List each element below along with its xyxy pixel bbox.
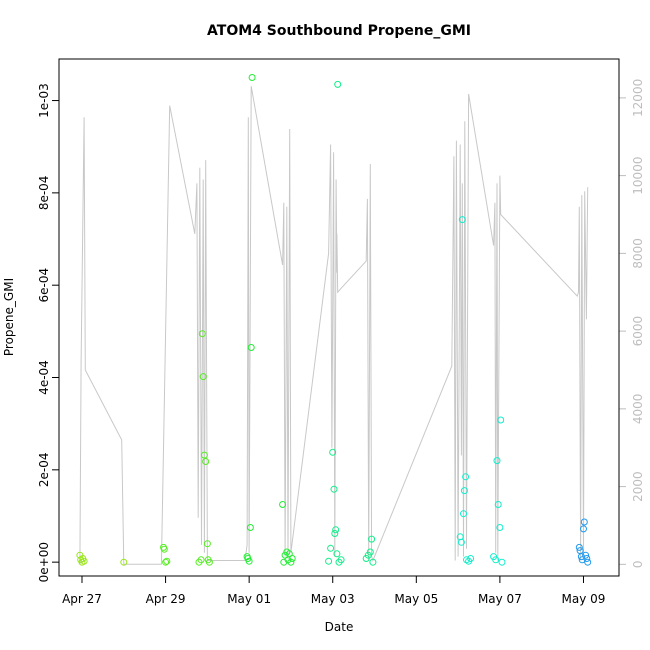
data-point — [120, 558, 128, 566]
y2-tick-label: 2000 — [631, 471, 645, 502]
y-tick-label: 2e-04 — [37, 453, 51, 488]
data-point — [492, 556, 500, 564]
data-point — [247, 344, 255, 351]
y2-tick-label: 8000 — [631, 238, 645, 269]
data-point — [498, 558, 506, 566]
plot-frame — [58, 58, 620, 577]
data-point — [330, 485, 338, 493]
data-point — [288, 555, 296, 562]
data-point — [580, 518, 588, 526]
data-point — [246, 524, 254, 531]
x-tick-label: May 07 — [478, 592, 522, 606]
data-point — [333, 550, 341, 558]
data-point — [366, 548, 374, 556]
data-point — [203, 540, 211, 548]
data-point — [337, 556, 345, 564]
data-point — [287, 558, 295, 566]
chart-title: ATOM4 Southbound Propene_GMI — [207, 23, 471, 39]
x-tick-label: Apr 29 — [146, 592, 186, 606]
data-point — [325, 557, 333, 565]
x-tick-label: May 01 — [227, 592, 271, 606]
data-point — [462, 473, 470, 481]
data-point — [369, 558, 377, 566]
y-tick-label: 4e-04 — [37, 360, 51, 395]
data-point — [160, 545, 168, 553]
x-tick-label: Apr 27 — [62, 592, 102, 606]
data-point — [494, 501, 502, 508]
y2-tick-label: 4000 — [631, 394, 645, 425]
data-point — [332, 526, 340, 534]
x-axis-label: Date — [325, 620, 354, 634]
y2-tick-label: 6000 — [631, 316, 645, 347]
data-point — [331, 530, 339, 537]
data-point — [582, 551, 590, 559]
data-point — [199, 373, 207, 381]
y-axis-label: Propene_GMI — [2, 278, 16, 356]
data-point — [334, 80, 342, 88]
secondary-series-line — [79, 86, 589, 565]
data-point — [496, 524, 504, 531]
y-tick-label: 1e-03 — [37, 83, 51, 118]
data-point — [248, 74, 256, 81]
y2-tick-label: 12000 — [631, 79, 645, 117]
data-point — [584, 558, 592, 566]
data-point — [575, 543, 583, 551]
data-point — [162, 558, 170, 566]
data-point — [279, 501, 287, 508]
data-point — [245, 557, 253, 565]
axes-layer: Apr 27 Apr 29 May 01 May 03 May 05 May 07 May … — [37, 79, 645, 606]
data-point — [198, 330, 206, 338]
secondary-series-layer — [79, 86, 589, 565]
data-point — [460, 510, 467, 518]
y-tick-label: 6e-04 — [37, 268, 51, 303]
y-tick-label: 0e+00 — [37, 542, 51, 582]
data-point — [197, 556, 205, 564]
data-point — [163, 557, 171, 565]
data-point — [580, 525, 587, 533]
data-point — [457, 538, 465, 546]
x-tick-label: May 03 — [311, 592, 355, 606]
y2-tick-label: 10000 — [631, 157, 645, 195]
data-point — [467, 555, 475, 562]
data-point — [80, 557, 88, 565]
data-points-layer — [76, 74, 592, 566]
data-point — [327, 544, 335, 552]
x-tick-label: May 05 — [394, 592, 438, 606]
y2-tick-label: 0 — [631, 561, 645, 569]
data-point — [460, 487, 468, 495]
data-point — [329, 448, 337, 456]
x-tick-label: May 09 — [562, 592, 606, 606]
data-point — [202, 458, 210, 465]
data-point — [493, 457, 501, 465]
data-point — [200, 451, 208, 459]
data-point — [497, 416, 505, 424]
data-point — [368, 535, 376, 543]
y-tick-label: 8e-04 — [37, 176, 51, 211]
data-point — [458, 216, 466, 224]
data-point — [205, 558, 213, 566]
data-point — [583, 555, 591, 562]
